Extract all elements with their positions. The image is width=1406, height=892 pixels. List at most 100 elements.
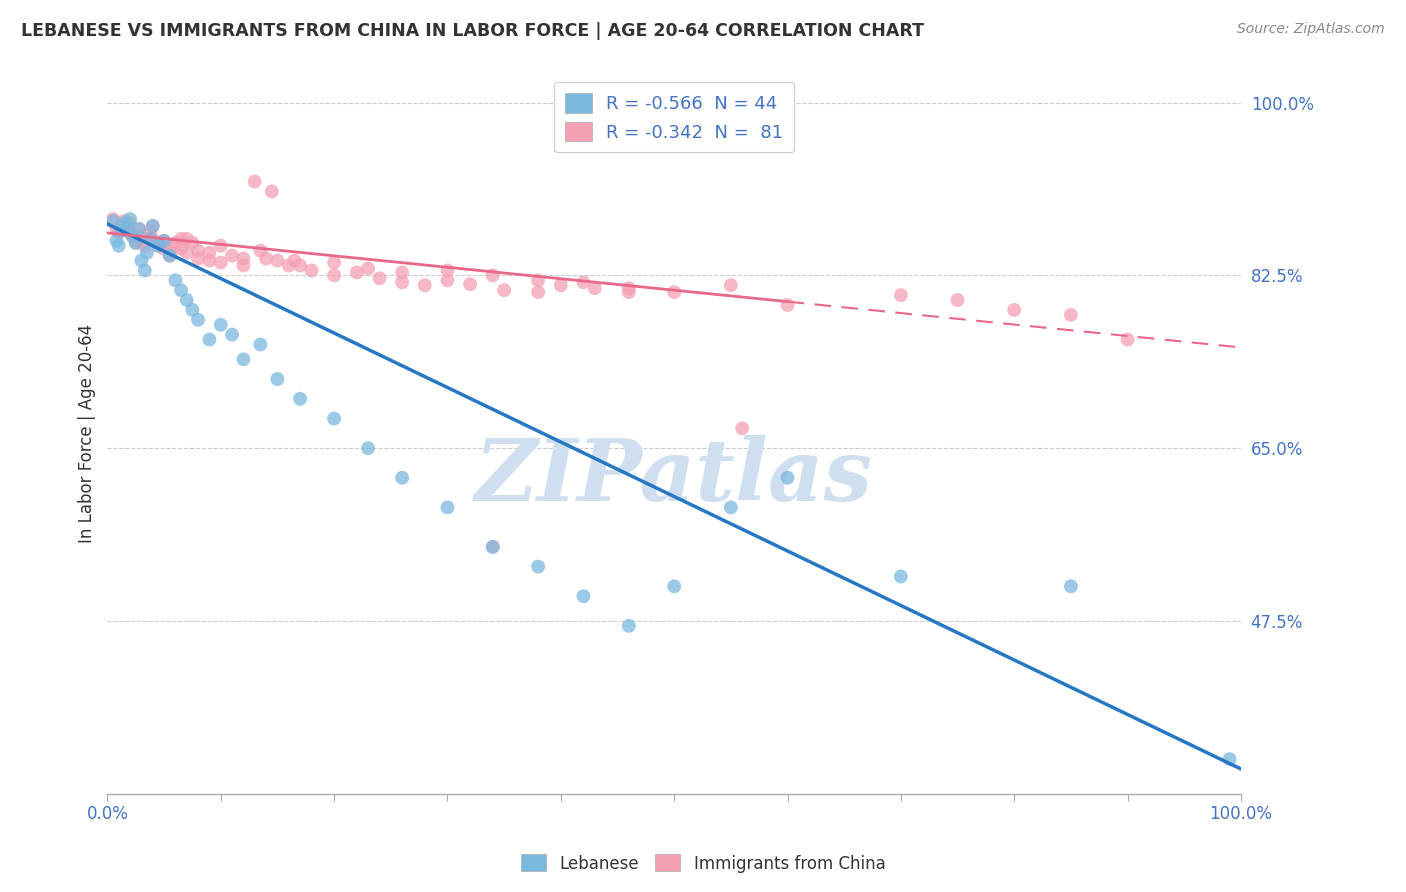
Point [121, 228, 143, 243]
Point [131, 253, 153, 268]
Point [209, 318, 232, 332]
Point [139, 232, 162, 246]
Point [110, 224, 132, 238]
Point [481, 540, 503, 554]
Point [105, 234, 128, 248]
Point [413, 278, 436, 293]
Point [260, 185, 283, 199]
Point [890, 288, 912, 302]
Point [283, 253, 305, 268]
Point [165, 239, 187, 253]
Point [357, 441, 380, 455]
Point [198, 333, 221, 347]
Point [209, 239, 232, 253]
Point [165, 273, 187, 287]
Point [148, 235, 170, 250]
Point [550, 278, 572, 293]
Point [662, 285, 685, 300]
Point [125, 235, 148, 250]
Point [288, 392, 311, 406]
Point [118, 212, 141, 227]
Point [181, 235, 204, 250]
Point [494, 283, 516, 297]
Point [249, 244, 271, 258]
Point [1060, 308, 1083, 322]
Point [136, 245, 159, 260]
Point [436, 500, 458, 515]
Point [1219, 752, 1241, 766]
Y-axis label: In Labor Force | Age 20-64: In Labor Force | Age 20-64 [79, 324, 96, 543]
Point [125, 235, 148, 250]
Point [946, 293, 969, 307]
Point [176, 232, 198, 246]
Point [187, 244, 209, 258]
Point [128, 222, 150, 236]
Point [243, 175, 266, 189]
Point [391, 275, 413, 289]
Point [176, 293, 198, 307]
Point [128, 222, 150, 236]
Point [436, 263, 458, 277]
Point [125, 234, 148, 248]
Point [232, 259, 254, 273]
Point [170, 283, 193, 297]
Text: ZIPatlas: ZIPatlas [475, 434, 873, 518]
Point [481, 540, 503, 554]
Point [153, 234, 176, 248]
Point [617, 619, 640, 633]
Point [617, 281, 640, 295]
Point [134, 239, 156, 253]
Point [148, 239, 170, 253]
Point [131, 235, 153, 250]
Point [1116, 333, 1139, 347]
Point [142, 232, 165, 246]
Point [142, 219, 165, 233]
Point [142, 219, 165, 233]
Point [572, 589, 595, 603]
Point [254, 252, 277, 266]
Point [731, 421, 754, 435]
Point [110, 219, 132, 233]
Point [617, 285, 640, 300]
Point [209, 255, 232, 269]
Point [776, 471, 799, 485]
Point [181, 302, 204, 317]
Point [1060, 579, 1083, 593]
Point [436, 273, 458, 287]
Point [288, 259, 311, 273]
Point [299, 263, 322, 277]
Point [368, 271, 391, 285]
Point [165, 235, 187, 250]
Point [112, 216, 135, 230]
Point [112, 219, 135, 233]
Point [198, 245, 221, 260]
Point [187, 313, 209, 327]
Point [153, 242, 176, 256]
Point [221, 249, 243, 263]
Point [527, 559, 550, 574]
Point [118, 216, 141, 230]
Legend: Lebanese, Immigrants from China: Lebanese, Immigrants from China [515, 847, 891, 880]
Point [458, 277, 481, 292]
Point [391, 265, 413, 279]
Point [159, 245, 181, 260]
Text: LEBANESE VS IMMIGRANTS FROM CHINA IN LABOR FORCE | AGE 20-64 CORRELATION CHART: LEBANESE VS IMMIGRANTS FROM CHINA IN LAB… [21, 22, 924, 40]
Point [136, 232, 159, 246]
Point [118, 226, 141, 240]
Point [391, 471, 413, 485]
Point [170, 242, 193, 256]
Point [101, 214, 124, 228]
Point [776, 298, 799, 312]
Point [107, 239, 129, 253]
Point [117, 219, 139, 233]
Point [117, 224, 139, 238]
Point [1002, 302, 1025, 317]
Point [105, 222, 128, 236]
Point [121, 228, 143, 243]
Point [187, 252, 209, 266]
Legend: R = -0.566  N = 44, R = -0.342  N =  81: R = -0.566 N = 44, R = -0.342 N = 81 [554, 82, 794, 153]
Point [481, 268, 503, 283]
Point [323, 411, 346, 425]
Point [176, 245, 198, 260]
Text: Source: ZipAtlas.com: Source: ZipAtlas.com [1237, 22, 1385, 37]
